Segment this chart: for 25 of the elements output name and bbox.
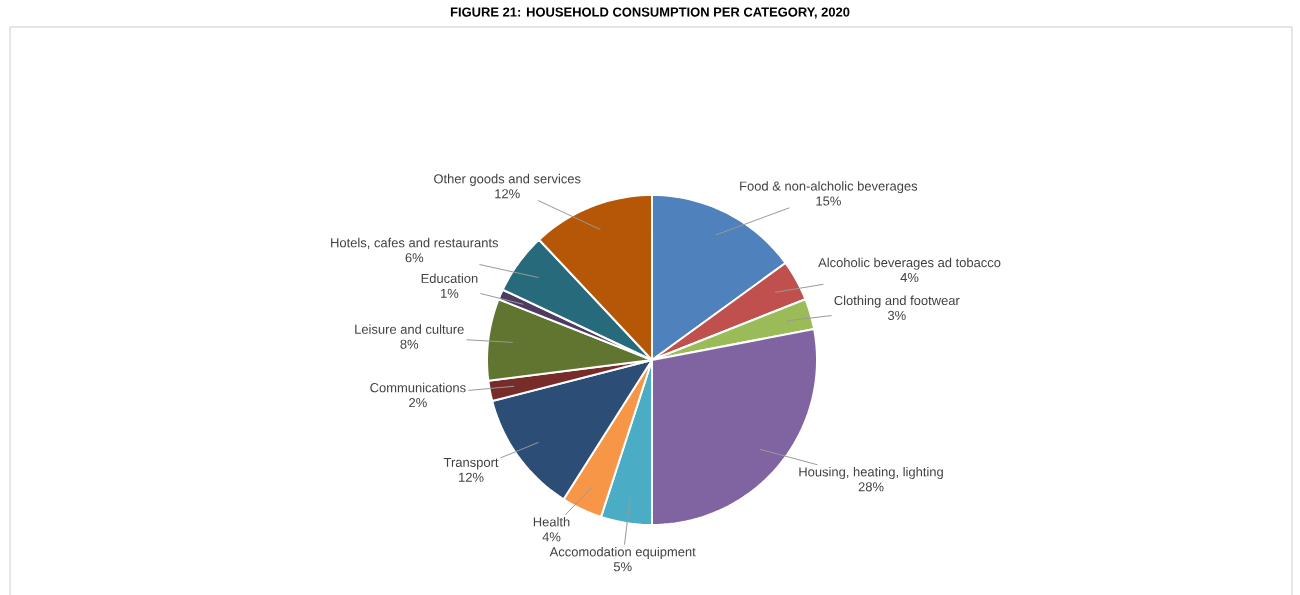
slice-label: Alcoholic beverages ad tobacco bbox=[818, 257, 1001, 270]
slice-label: Accomodation equipment bbox=[549, 546, 696, 559]
data-label: 8% bbox=[400, 339, 419, 349]
data-label: 1% bbox=[441, 288, 459, 298]
slice-label: Food & non-alcholic beverages bbox=[740, 181, 918, 194]
data-label: 5% bbox=[613, 562, 632, 572]
data-label: 4% bbox=[542, 532, 561, 542]
slice-label: Communications bbox=[370, 382, 466, 393]
slice-label: Housing, heating, lighting bbox=[799, 466, 943, 480]
slice-label: Leisure and culture bbox=[355, 324, 464, 334]
data-label: 12% bbox=[459, 472, 484, 482]
slice-label: Other goods and services bbox=[434, 173, 581, 186]
data-label: 12% bbox=[495, 189, 520, 199]
slice-label: Health bbox=[533, 516, 570, 527]
slice-label: Hotels, cafes and restaurants bbox=[331, 237, 499, 249]
slice-label: Clothing and footwear bbox=[834, 295, 960, 308]
data-label: 6% bbox=[405, 253, 424, 263]
slice-label: Education bbox=[421, 273, 478, 283]
slice-label: Transport bbox=[443, 457, 499, 470]
data-label: 3% bbox=[887, 310, 906, 321]
data-label: 15% bbox=[816, 196, 841, 206]
data-label: 2% bbox=[409, 398, 427, 408]
chart-title: FIGURE 21: HOUSEHOLD CONSUMPTION PER CATEGORY, 2020 bbox=[450, 7, 850, 19]
data-label: 4% bbox=[900, 273, 919, 283]
data-label: 28% bbox=[858, 482, 884, 492]
